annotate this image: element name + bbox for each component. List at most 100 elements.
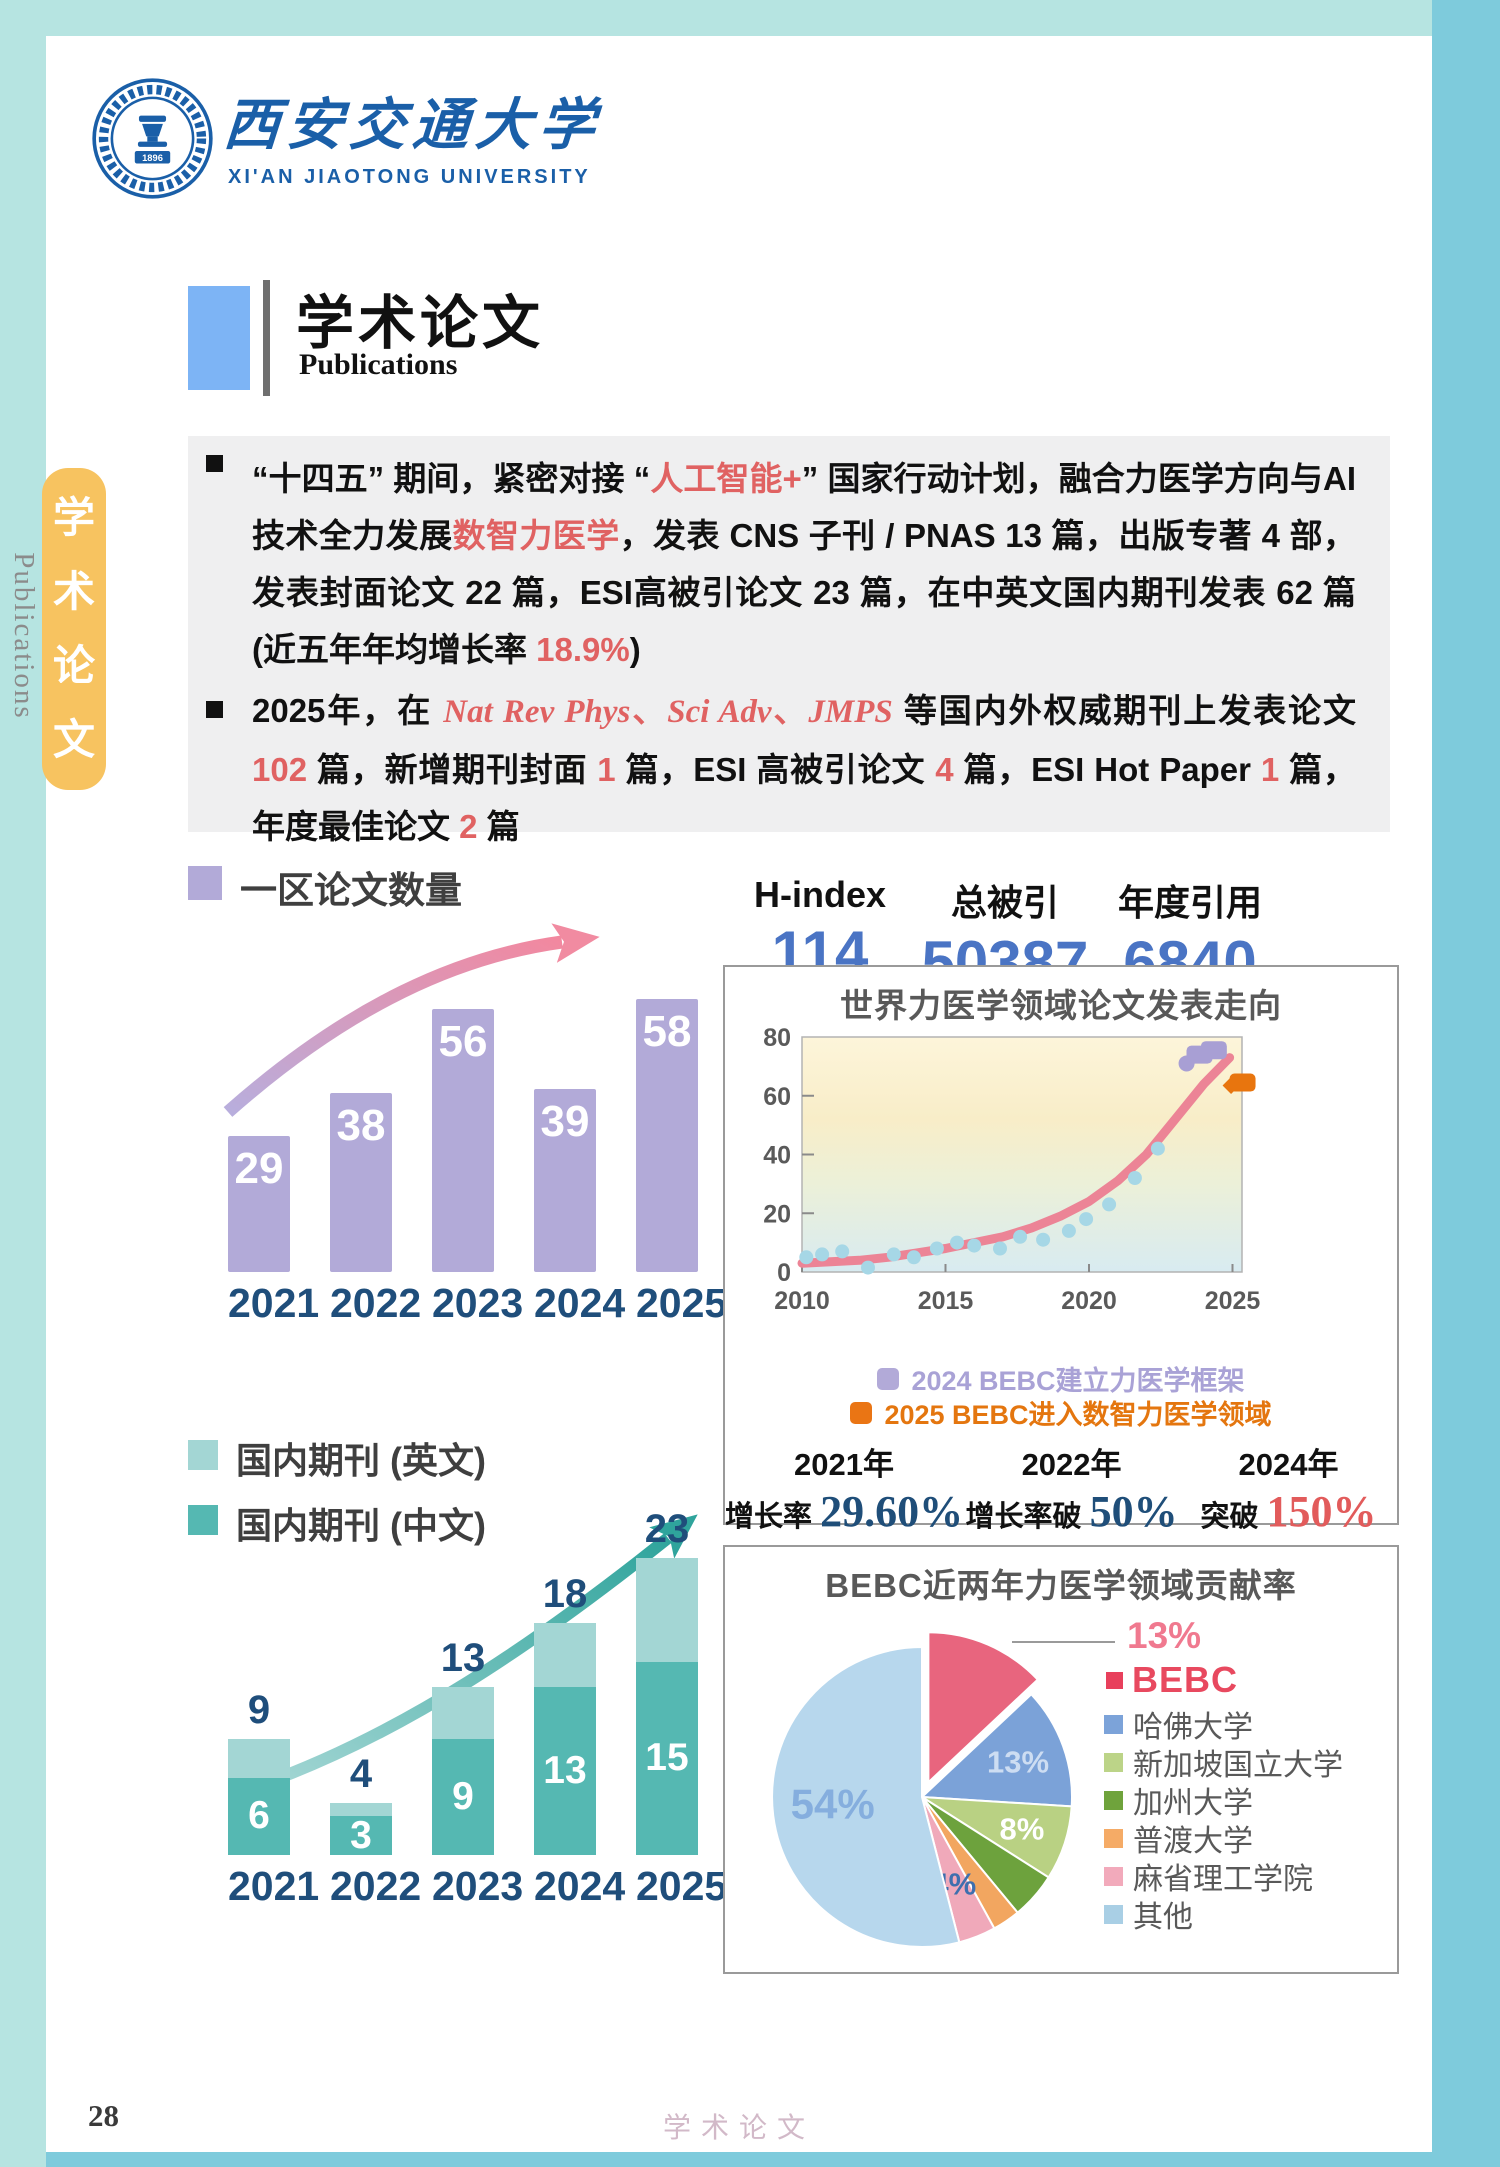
x-axis-label: 2021	[228, 1280, 320, 1326]
highlight-marker	[1200, 1041, 1227, 1060]
highlight-marker	[1229, 1073, 1256, 1092]
page-body: 1896 西安交通大学 XI'AN JIAOTONG UNIVERSITY 学术…	[46, 36, 1432, 2152]
text-segment: 人工智能+	[650, 460, 802, 497]
scatter-point	[1150, 1141, 1165, 1156]
stacked-bar-column: 13 9	[432, 1636, 494, 1855]
university-name-cn: 西安交通大学	[221, 95, 604, 157]
svg-text:1896: 1896	[142, 153, 163, 163]
scatter-point	[835, 1244, 850, 1259]
text-segment: 2025年，在	[252, 692, 444, 729]
text-segment: 、	[771, 692, 809, 729]
bar: 56	[432, 1008, 494, 1272]
frame-strip-top	[0, 0, 1500, 36]
growth-value: 50%	[1089, 1487, 1178, 1536]
x-tick-label: 2015	[918, 1287, 974, 1315]
legend-square	[1104, 1904, 1123, 1924]
stat-label: 总被引	[950, 882, 1059, 923]
stacked-total-label: 23	[644, 1507, 690, 1552]
bar: 38	[330, 1093, 392, 1272]
scatter-point	[799, 1250, 814, 1265]
scatter-point	[1061, 1223, 1076, 1238]
bar-value-label: 56	[438, 1016, 488, 1066]
text-segment: 篇，ESI 高被引论文	[615, 751, 936, 788]
pie-legend-item: 麻省理工学院	[1104, 1857, 1343, 1896]
text-segment: 篇，新增期刊封面	[307, 751, 598, 788]
x-axis-label: 2024	[534, 1863, 626, 1909]
text-segment: ，发表 CNS 子刊 / PNAS 13 篇，出版专著 4 部，发表封面论文 2…	[252, 517, 1357, 668]
pie-callout-value: 13%	[1127, 1615, 1202, 1656]
domestic-en-legend-square	[188, 1440, 218, 1470]
bar: 39	[534, 1088, 596, 1272]
legend-square	[1104, 1790, 1123, 1810]
title-accent-square	[188, 286, 250, 390]
bar: 29	[228, 1135, 290, 1272]
scatter-point	[886, 1247, 901, 1262]
text-segment: 1	[597, 751, 616, 788]
growth-annotation: 2021年 增长率 29.60%	[725, 1439, 963, 1537]
x-axis-label: 2024	[534, 1280, 626, 1326]
side-tab-char: 术	[52, 568, 95, 615]
legend-label: 其他	[1133, 1901, 1193, 1934]
scatter-point	[993, 1241, 1007, 1256]
growth-label: 增长率破	[965, 1501, 1090, 1533]
text-segment: Nat Rev Phys	[443, 694, 631, 730]
contribution-pie: 13%8%4%54%	[771, 1631, 1073, 1948]
page-subtitle: Publications	[299, 348, 458, 381]
x-axis-label: 2023	[432, 1280, 524, 1326]
growth-year: 2024年	[1238, 1447, 1339, 1482]
x-axis-label: 2022	[330, 1280, 422, 1326]
text-segment: 篇，ESI Hot Paper	[953, 751, 1261, 788]
text-segment: )	[629, 631, 641, 668]
segment-chinese: 15	[636, 1661, 698, 1855]
segment-chinese: 9	[432, 1738, 494, 1855]
growth-year: 2021年	[794, 1447, 895, 1482]
bar-column: 38	[330, 1093, 392, 1272]
scatter-point	[861, 1260, 875, 1275]
text-segment: 102	[252, 751, 308, 788]
pie-callout-line	[1012, 1641, 1115, 1643]
growth-annotations: 2021年 增长率 29.60% 2022年 增长率破 50% 2024年 突破 150%	[725, 1439, 1397, 1537]
bar-value-label: 39	[540, 1096, 590, 1146]
side-tab: 学术论文	[42, 468, 106, 790]
side-vertical-label-en: Publications	[8, 552, 40, 720]
text-segment: 篇，年度最佳论文	[252, 751, 1357, 845]
text-segment: 4	[935, 751, 954, 788]
stacked-total-label: 9	[247, 1687, 271, 1732]
pie-slice-BEBC	[927, 1631, 1040, 1785]
bullet-square-icon	[206, 701, 223, 718]
summary-bullet-2-text: 2025年，在 Nat Rev Phys、Sci Adv、JMPS 等国内外权威…	[252, 692, 1356, 845]
domestic-stacked-bar-chart: 9 6 4 3 13 9 18 13 23 15 2021 2022 2023 2024 2025	[228, 1507, 727, 1910]
bar-column: 58	[636, 999, 698, 1272]
stacked-total-label: 4	[349, 1752, 373, 1797]
stacked-bar-column: 18 13	[534, 1572, 596, 1855]
legend-label: 2025 BEBC进入数智力医学领域	[884, 1400, 1272, 1430]
trend-legend-row-2025: 2025 BEBC进入数智力医学领域	[725, 1393, 1397, 1432]
pie-legend-item: 哈佛大学	[1104, 1705, 1343, 1744]
y-tick-label: 80	[763, 1025, 791, 1052]
bar-column: 56	[432, 1008, 494, 1272]
pie-slice-其他	[771, 1645, 961, 1948]
trend-plot: 0 20 40 60 80 2010 2015 2020 2025	[763, 1025, 1260, 1315]
pie-legend-list: 哈佛大学 新加坡国立大学 加州大学 普渡大学 麻省理工学院 其他	[1104, 1705, 1343, 1934]
zone1-legend-label: 一区论文数量	[240, 870, 462, 911]
segment-chinese: 6	[228, 1777, 290, 1855]
scatter-point	[1102, 1197, 1117, 1212]
legend-square	[1104, 1714, 1123, 1734]
bar-value-label: 38	[336, 1101, 386, 1151]
growth-value-line: 增长率破 50%	[963, 1486, 1180, 1537]
trend-chart-title: 世界力医学领域论文发表走向	[840, 987, 1282, 1024]
stacked-total-label: 18	[542, 1571, 588, 1616]
summary-bullet-1-text: “十四五” 期间，紧密对接 “人工智能+” 国家行动计划，融合力医学方向与AI技…	[252, 460, 1356, 668]
summary-bullet-1: “十四五” 期间，紧密对接 “人工智能+” 国家行动计划，融合力医学方向与AI技…	[206, 436, 1356, 678]
text-segment: 、	[630, 692, 668, 729]
text-segment: JMPS	[808, 694, 893, 730]
segment-english	[330, 1803, 392, 1817]
pie-slice-label: 8%	[999, 1811, 1044, 1846]
zone1-legend-square	[188, 866, 222, 900]
segment-chinese: 3	[330, 1814, 392, 1857]
scatter-point	[967, 1238, 982, 1253]
bebc-legend-square	[1106, 1671, 1123, 1689]
summary-bullet-2: 2025年，在 Nat Rev Phys、Sci Adv、JMPS 等国内外权威…	[206, 682, 1356, 855]
